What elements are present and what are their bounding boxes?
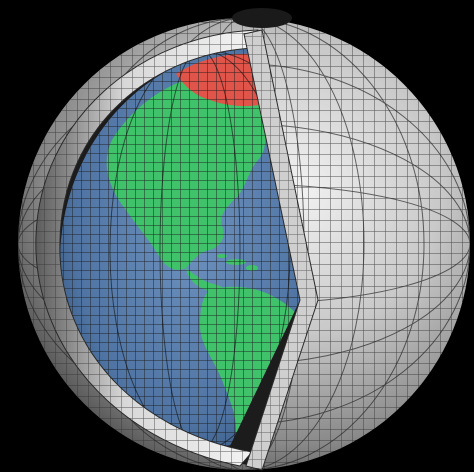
inner-earth xyxy=(60,48,300,446)
pole-spot xyxy=(232,8,292,28)
